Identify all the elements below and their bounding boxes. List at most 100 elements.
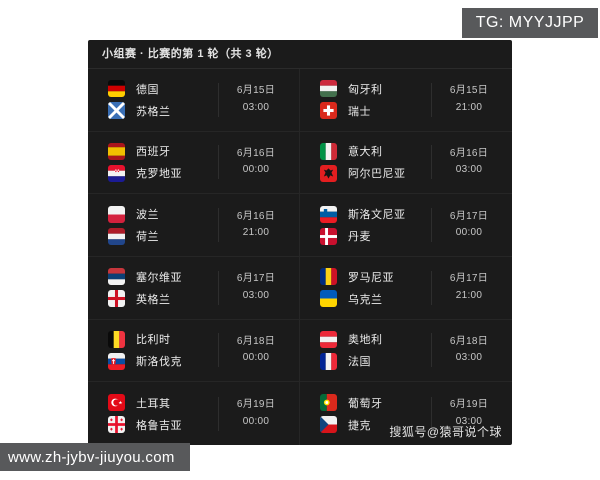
home-team-row: 斯洛文尼亚 bbox=[320, 205, 431, 223]
match-schedule-panel: 小组赛 · 比赛的第 1 轮（共 3 轮） 德国 苏格兰 6月15日 03:00 匈牙利… bbox=[88, 40, 512, 445]
team-name: 奥地利 bbox=[348, 334, 383, 347]
match-cell[interactable]: 德国 苏格兰 6月15日 03:00 bbox=[88, 69, 300, 132]
away-team-row: 乌克兰 bbox=[320, 290, 431, 308]
home-team-row: 意大利 bbox=[320, 142, 431, 160]
match-date: 6月15日 bbox=[449, 85, 489, 97]
match-date: 6月18日 bbox=[449, 335, 489, 347]
match-cell[interactable]: 比利时 斯洛伐克 6月18日 00:00 bbox=[88, 319, 300, 383]
match-time: 00:00 bbox=[455, 227, 483, 239]
team-name: 荷兰 bbox=[136, 231, 159, 244]
team-flag-icon bbox=[320, 416, 337, 434]
teams-block: 土耳其 格鲁吉亚 bbox=[108, 389, 218, 438]
match-cell[interactable]: 葡萄牙 捷克 6月19日 03:00 bbox=[300, 382, 512, 445]
match-datetime: 6月15日 03:00 bbox=[219, 83, 293, 116]
match-cell[interactable]: 罗马尼亚乌克兰 6月17日 21:00 bbox=[300, 257, 512, 320]
match-cell[interactable]: 斯洛文尼亚丹麦 6月17日 00:00 bbox=[300, 194, 512, 257]
match-time: 03:00 bbox=[455, 352, 483, 364]
match-datetime: 6月17日 21:00 bbox=[432, 271, 506, 304]
away-team-row: 克罗地亚 bbox=[108, 164, 218, 182]
match-time: 00:00 bbox=[242, 164, 270, 176]
teams-block: 波兰 荷兰 bbox=[108, 201, 218, 250]
match-grid: 德国 苏格兰 6月15日 03:00 匈牙利 瑞士 6月15日 21:00 西班牙 克罗地亚 6月1… bbox=[88, 69, 512, 445]
match-datetime: 6月18日 03:00 bbox=[432, 334, 506, 367]
team-name: 比利时 bbox=[136, 334, 171, 347]
match-date: 6月15日 bbox=[236, 85, 276, 97]
team-flag-icon bbox=[108, 205, 125, 223]
teams-block: 葡萄牙 捷克 bbox=[320, 389, 431, 438]
home-team-row: 匈牙利 bbox=[320, 80, 431, 98]
team-flag-icon bbox=[320, 268, 337, 286]
away-team-row: 荷兰 bbox=[108, 227, 218, 245]
team-name: 波兰 bbox=[136, 209, 159, 222]
team-flag-icon bbox=[108, 330, 125, 348]
cell-separator bbox=[431, 396, 432, 431]
away-team-row: 法国 bbox=[320, 352, 431, 370]
away-team-row: 苏格兰 bbox=[108, 102, 218, 120]
team-name: 西班牙 bbox=[136, 146, 171, 159]
home-team-row: 土耳其 bbox=[108, 394, 218, 412]
away-team-row: 丹麦 bbox=[320, 227, 431, 245]
teams-block: 罗马尼亚乌克兰 bbox=[320, 263, 431, 312]
team-name: 斯洛文尼亚 bbox=[348, 209, 406, 222]
match-datetime: 6月16日 03:00 bbox=[432, 146, 506, 179]
match-datetime: 6月18日 00:00 bbox=[219, 334, 293, 367]
home-team-row: 罗马尼亚 bbox=[320, 268, 431, 286]
match-cell[interactable]: 奥地利法国 6月18日 03:00 bbox=[300, 320, 512, 383]
away-team-row: 斯洛伐克 bbox=[108, 352, 218, 370]
cell-separator bbox=[218, 396, 219, 431]
team-flag-icon bbox=[108, 352, 125, 370]
team-name: 葡萄牙 bbox=[348, 397, 383, 410]
team-name: 罗马尼亚 bbox=[348, 271, 394, 284]
team-flag-icon bbox=[320, 330, 337, 348]
team-name: 法国 bbox=[348, 356, 371, 369]
team-name: 阿尔巴尼亚 bbox=[348, 168, 406, 181]
cell-separator bbox=[431, 333, 432, 368]
team-flag-icon bbox=[108, 102, 125, 120]
team-flag-icon bbox=[108, 142, 125, 160]
team-name: 克罗地亚 bbox=[136, 168, 182, 181]
home-team-row: 塞尔维亚 bbox=[108, 268, 218, 286]
team-name: 斯洛伐克 bbox=[136, 356, 182, 369]
teams-block: 比利时 斯洛伐克 bbox=[108, 326, 218, 375]
home-team-row: 奥地利 bbox=[320, 330, 431, 348]
team-flag-icon bbox=[320, 290, 337, 308]
match-cell[interactable]: 意大利阿尔巴尼亚 6月16日 03:00 bbox=[300, 132, 512, 195]
team-flag-icon bbox=[108, 227, 125, 245]
cell-separator bbox=[431, 208, 432, 243]
teams-block: 塞尔维亚 英格兰 bbox=[108, 263, 218, 312]
team-name: 苏格兰 bbox=[136, 105, 171, 118]
match-cell[interactable]: 西班牙 克罗地亚 6月16日 00:00 bbox=[88, 131, 300, 195]
match-cell[interactable]: 匈牙利瑞士 6月15日 21:00 bbox=[300, 69, 512, 132]
team-name: 塞尔维亚 bbox=[136, 271, 182, 284]
team-name: 英格兰 bbox=[136, 293, 171, 306]
team-name: 匈牙利 bbox=[348, 83, 383, 96]
match-datetime: 6月16日 00:00 bbox=[219, 146, 293, 179]
team-name: 捷克 bbox=[348, 419, 371, 432]
tg-contact-badge: TG: MYYJJPP bbox=[462, 8, 598, 38]
home-team-row: 波兰 bbox=[108, 205, 218, 223]
teams-block: 西班牙 克罗地亚 bbox=[108, 138, 218, 187]
team-flag-icon bbox=[108, 80, 125, 98]
team-name: 瑞士 bbox=[348, 105, 371, 118]
match-time: 03:00 bbox=[242, 289, 270, 301]
team-name: 意大利 bbox=[348, 146, 383, 159]
match-cell[interactable]: 塞尔维亚 英格兰 6月17日 03:00 bbox=[88, 257, 300, 320]
match-datetime: 6月15日 21:00 bbox=[432, 83, 506, 116]
cell-separator bbox=[431, 270, 432, 305]
team-flag-icon bbox=[320, 80, 337, 98]
team-flag-icon bbox=[320, 352, 337, 370]
match-datetime: 6月16日 21:00 bbox=[219, 209, 293, 242]
cell-separator bbox=[218, 208, 219, 243]
match-cell[interactable]: 土耳其 格鲁吉亚 6月19日 00:00 bbox=[88, 382, 300, 445]
match-date: 6月17日 bbox=[449, 210, 489, 222]
team-flag-icon bbox=[108, 290, 125, 308]
team-name: 土耳其 bbox=[136, 397, 171, 410]
match-time: 00:00 bbox=[242, 352, 270, 364]
team-flag-icon bbox=[320, 205, 337, 223]
away-team-row: 瑞士 bbox=[320, 102, 431, 120]
cell-separator bbox=[431, 145, 432, 180]
match-cell[interactable]: 波兰 荷兰 6月16日 21:00 bbox=[88, 194, 300, 257]
team-flag-icon bbox=[108, 268, 125, 286]
match-time: 00:00 bbox=[242, 415, 270, 427]
home-team-row: 西班牙 bbox=[108, 142, 218, 160]
